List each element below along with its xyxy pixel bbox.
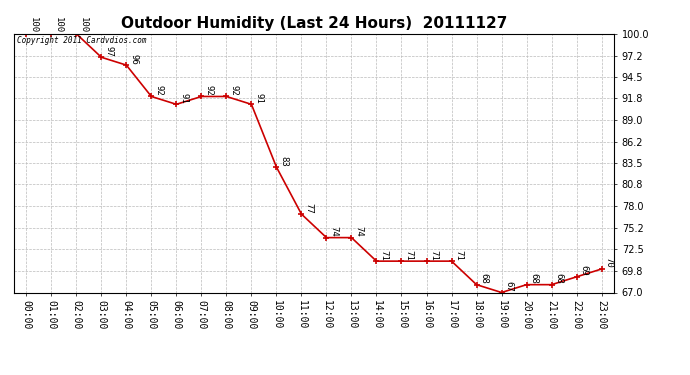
Text: 92: 92 — [204, 85, 213, 96]
Text: 74: 74 — [354, 226, 363, 237]
Text: 92: 92 — [154, 85, 163, 96]
Text: 71: 71 — [380, 250, 388, 260]
Text: 97: 97 — [104, 46, 113, 57]
Text: 92: 92 — [229, 85, 238, 96]
Text: 68: 68 — [554, 273, 563, 284]
Text: 71: 71 — [454, 250, 463, 260]
Text: 67: 67 — [504, 281, 513, 292]
Text: 83: 83 — [279, 156, 288, 166]
Text: 71: 71 — [404, 250, 413, 260]
Text: 70: 70 — [604, 258, 613, 268]
Text: 74: 74 — [329, 226, 338, 237]
Text: Copyright 2011 Cardvdios.com: Copyright 2011 Cardvdios.com — [17, 36, 146, 45]
Text: 100: 100 — [29, 17, 38, 33]
Text: 68: 68 — [529, 273, 538, 284]
Text: 71: 71 — [429, 250, 438, 260]
Text: 100: 100 — [54, 17, 63, 33]
Text: 68: 68 — [480, 273, 489, 284]
Title: Outdoor Humidity (Last 24 Hours)  20111127: Outdoor Humidity (Last 24 Hours) 2011112… — [121, 16, 507, 31]
Text: 100: 100 — [79, 17, 88, 33]
Text: 96: 96 — [129, 54, 138, 64]
Text: 91: 91 — [254, 93, 263, 104]
Text: 69: 69 — [580, 265, 589, 276]
Text: 77: 77 — [304, 202, 313, 213]
Text: 91: 91 — [179, 93, 188, 104]
